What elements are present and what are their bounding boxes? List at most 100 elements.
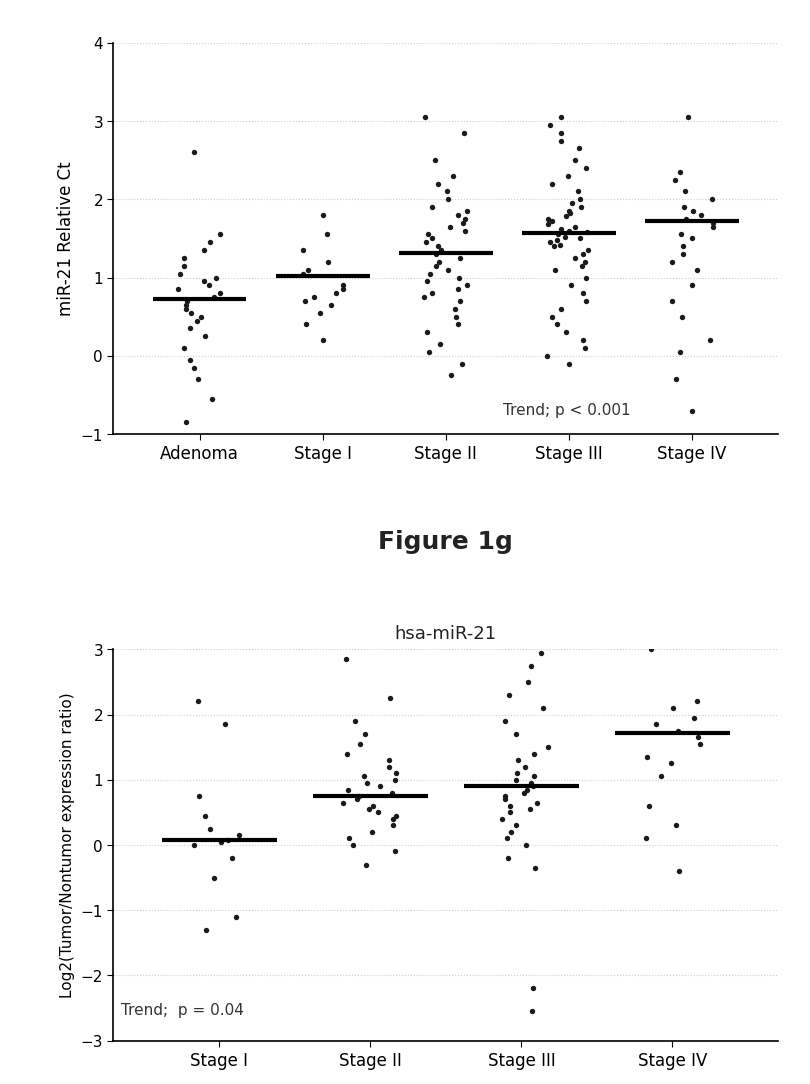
Point xyxy=(352,788,365,805)
Point xyxy=(565,195,578,212)
Point xyxy=(351,791,364,809)
Point xyxy=(185,305,198,322)
Point xyxy=(676,309,688,326)
Point xyxy=(541,738,554,756)
Point xyxy=(386,811,399,828)
Point xyxy=(525,1003,538,1020)
Point xyxy=(434,242,447,259)
Point xyxy=(358,725,371,743)
Point xyxy=(423,266,436,283)
Point xyxy=(373,777,386,795)
Point xyxy=(690,261,703,279)
Point xyxy=(192,693,205,710)
Point xyxy=(457,215,470,232)
Point xyxy=(431,176,444,193)
Point xyxy=(638,830,651,848)
Point xyxy=(313,305,326,322)
Point xyxy=(541,216,554,233)
Point xyxy=(422,344,435,361)
Point xyxy=(572,183,585,201)
Point xyxy=(689,693,702,710)
Point xyxy=(225,850,238,867)
Point xyxy=(206,390,219,408)
Point xyxy=(644,641,657,658)
Point xyxy=(541,210,554,228)
Point xyxy=(703,332,716,349)
Point xyxy=(419,234,432,251)
Point xyxy=(691,728,704,746)
Point xyxy=(454,249,467,267)
Point xyxy=(671,863,684,880)
Point xyxy=(563,205,576,222)
Point xyxy=(669,371,682,388)
Point xyxy=(455,356,468,373)
Point xyxy=(339,650,352,668)
Point xyxy=(184,320,197,337)
Point xyxy=(320,227,333,244)
Point xyxy=(382,751,395,769)
Point xyxy=(209,269,222,286)
Point xyxy=(461,278,474,295)
Point xyxy=(673,164,686,181)
Point xyxy=(535,644,548,661)
Point xyxy=(458,210,471,228)
Point xyxy=(544,214,557,231)
Point xyxy=(360,774,373,791)
Point xyxy=(337,281,350,298)
Point xyxy=(509,764,522,782)
Point xyxy=(420,273,433,291)
Point xyxy=(554,300,567,318)
Point xyxy=(581,242,594,259)
Point xyxy=(504,804,517,822)
Point xyxy=(324,297,337,314)
Point xyxy=(664,254,677,271)
Point xyxy=(362,801,375,818)
Point xyxy=(572,140,585,157)
Point xyxy=(671,722,684,739)
Point xyxy=(501,830,514,848)
Point xyxy=(299,317,312,334)
Point xyxy=(417,289,430,307)
Point xyxy=(548,261,561,279)
Point xyxy=(443,219,456,236)
Point xyxy=(521,780,534,798)
Point xyxy=(425,230,438,247)
Point xyxy=(526,980,539,997)
Point xyxy=(685,230,698,247)
Point xyxy=(298,293,311,310)
Point xyxy=(684,402,697,420)
Point xyxy=(181,293,194,310)
Point xyxy=(666,699,679,717)
Point xyxy=(199,921,212,939)
Point xyxy=(685,278,698,295)
Point xyxy=(531,795,544,812)
Point xyxy=(207,289,220,307)
Point xyxy=(568,152,581,169)
Point xyxy=(429,246,442,263)
Point xyxy=(527,745,540,762)
Point xyxy=(526,767,539,785)
Point xyxy=(359,856,372,874)
Text: Trend;  p = 0.04: Trend; p = 0.04 xyxy=(121,1003,244,1018)
Point xyxy=(545,176,558,193)
Point xyxy=(642,798,654,815)
Point xyxy=(426,285,439,302)
Y-axis label: miR-21 Relative Ct: miR-21 Relative Ct xyxy=(57,162,75,317)
Point xyxy=(337,795,350,812)
Point xyxy=(517,785,530,802)
Point xyxy=(173,266,186,283)
Point xyxy=(686,203,699,220)
Point xyxy=(453,269,466,286)
Point xyxy=(568,219,581,236)
Point xyxy=(511,751,524,769)
Point xyxy=(674,227,687,244)
Point xyxy=(187,144,200,162)
Point xyxy=(458,222,471,240)
Point xyxy=(552,236,565,254)
Point xyxy=(562,203,575,220)
Point xyxy=(499,712,512,730)
Point xyxy=(706,219,718,236)
Point xyxy=(202,278,215,295)
Point xyxy=(296,266,309,283)
Point xyxy=(446,168,459,185)
